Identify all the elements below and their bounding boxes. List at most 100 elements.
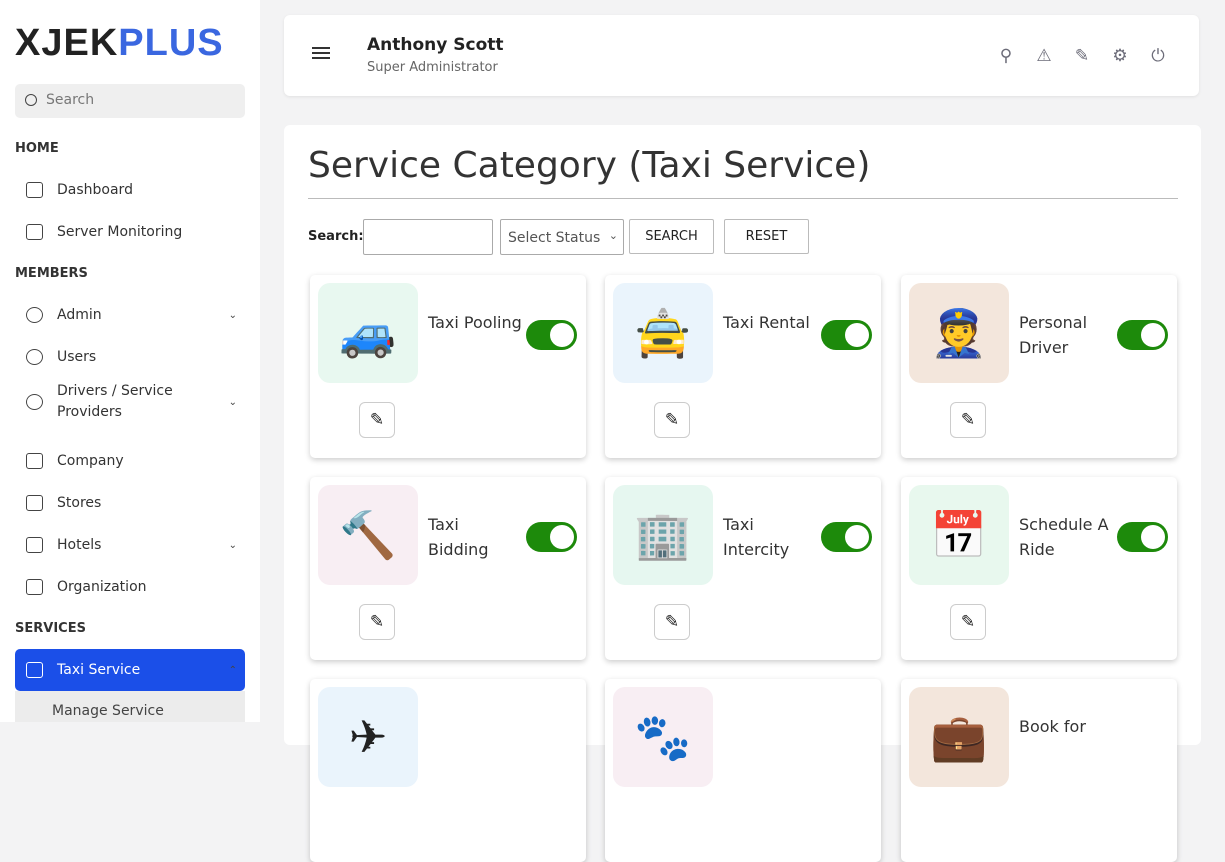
dashboard-icon <box>26 182 43 198</box>
label: Admin <box>57 307 102 323</box>
store-icon <box>26 495 43 511</box>
alert-icon[interactable]: ⚠ <box>1036 46 1052 66</box>
service-image: 🔨 <box>318 485 418 585</box>
section-services: SERVICES <box>15 621 86 636</box>
edit-icon[interactable]: ✎ <box>654 402 690 438</box>
hamburger-menu-icon[interactable] <box>312 52 330 54</box>
service-name: Taxi Pooling <box>428 313 522 332</box>
edit-icon[interactable]: ✎ <box>950 402 986 438</box>
reset-button[interactable]: RESET <box>724 219 809 254</box>
service-image: 🐾 <box>613 687 713 787</box>
sidebar-item-server-monitoring[interactable]: Server Monitoring <box>15 214 245 250</box>
service-image: 🚙 <box>318 283 418 383</box>
service-name: Taxi Intercity <box>723 515 790 559</box>
status-toggle[interactable] <box>526 522 577 552</box>
organization-icon <box>26 579 43 595</box>
chevron-down-icon: ⌄ <box>608 229 618 242</box>
chevron-down-icon: ⌄ <box>228 309 237 321</box>
sidebar-item-admin[interactable]: Admin ⌄ <box>15 297 245 333</box>
content-panel: Service Category (Taxi Service) Search: … <box>284 125 1201 862</box>
edit-icon[interactable]: ✎ <box>359 604 395 640</box>
status-select[interactable]: Select Status ⌄ <box>500 219 624 255</box>
service-name: Personal Driver <box>1019 313 1088 357</box>
status-toggle[interactable] <box>526 320 577 350</box>
service-image: 👮 <box>909 283 1009 383</box>
sidebar-item-dashboard[interactable]: Dashboard <box>15 172 245 208</box>
status-toggle[interactable] <box>821 522 872 552</box>
hotel-icon <box>26 537 43 553</box>
search-icon <box>25 94 37 106</box>
label: Dashboard <box>57 182 133 198</box>
user-role: Super Administrator <box>367 60 498 75</box>
search-button[interactable]: SEARCH <box>629 219 714 254</box>
gear-icon[interactable]: ⚙ <box>1112 46 1128 66</box>
label: Stores <box>57 495 102 511</box>
edit-icon[interactable]: ✎ <box>654 604 690 640</box>
label: Server Monitoring <box>57 224 183 240</box>
service-image: ✈ <box>318 687 418 787</box>
label: Users <box>57 349 97 365</box>
page-title: Service Category (Taxi Service) <box>308 145 871 186</box>
service-image: 🚖 <box>613 283 713 383</box>
sidebar-item-organization[interactable]: Organization <box>15 569 245 605</box>
label: Taxi Service <box>57 662 141 678</box>
driver-icon <box>26 394 43 410</box>
power-icon[interactable]: ⏻ <box>1151 46 1165 66</box>
sidebar-item-hotels[interactable]: Hotels ⌄ <box>15 527 245 563</box>
status-toggle[interactable] <box>1117 320 1168 350</box>
search-input[interactable] <box>363 219 493 255</box>
edit-note-icon[interactable]: ✎ <box>1074 46 1090 66</box>
label: Organization <box>57 579 147 595</box>
logo[interactable]: XJEKPLUS <box>15 22 224 65</box>
edit-icon[interactable]: ✎ <box>359 402 395 438</box>
users-icon <box>26 349 43 365</box>
service-name: Book for <box>1019 717 1086 736</box>
sidebar-item-users[interactable]: Users <box>15 339 245 375</box>
sidebar-search-input[interactable]: Search <box>15 84 245 118</box>
service-image: 💼 <box>909 687 1009 787</box>
company-icon <box>26 453 43 469</box>
logo-part2: PLUS <box>118 22 224 64</box>
sidebar-item-stores[interactable]: Stores <box>15 485 245 521</box>
service-card: 🚙 Taxi Pooling ✎ <box>310 275 586 458</box>
service-card: 🏢 Taxi Intercity ✎ <box>605 477 881 660</box>
status-toggle[interactable] <box>821 320 872 350</box>
sidebar: XJEKPLUS Search HOME Dashboard Server Mo… <box>0 0 260 722</box>
sidebar-item-taxi-service[interactable]: Taxi Service ⌃ <box>15 649 245 691</box>
service-card: 👮 Personal Driver ✎ <box>901 275 1177 458</box>
logo-part1: XJEK <box>15 22 119 64</box>
service-card: ✈ <box>310 679 586 862</box>
label: Company <box>57 453 124 469</box>
service-name: Taxi Rental <box>723 313 810 332</box>
divider <box>308 198 1178 199</box>
sidebar-item-company[interactable]: Company <box>15 443 245 479</box>
admin-icon <box>26 307 43 323</box>
service-name: Schedule A Ride <box>1019 515 1109 559</box>
service-card: 🚖 Taxi Rental ✎ <box>605 275 881 458</box>
section-home: HOME <box>15 141 59 156</box>
chevron-down-icon: ⌄ <box>228 539 237 551</box>
top-header: Anthony Scott Super Administrator ⚲ ⚠ ✎ … <box>284 15 1199 96</box>
user-name: Anthony Scott <box>367 35 504 55</box>
service-image: 🏢 <box>613 485 713 585</box>
search-placeholder: Search <box>46 92 95 108</box>
label: Drivers / Service Providers <box>57 383 173 420</box>
status-select-value: Select Status <box>508 230 601 246</box>
search-label: Search: <box>308 229 364 244</box>
service-card: 🔨 Taxi Bidding ✎ <box>310 477 586 660</box>
sidebar-item-drivers[interactable]: Drivers / Service Providers ⌄ <box>15 380 245 424</box>
taxi-icon <box>26 662 43 678</box>
user-icon[interactable]: ⚲ <box>999 46 1013 66</box>
sidebar-subitem-manage-service[interactable]: Manage Service <box>15 691 245 722</box>
monitor-icon <box>26 224 43 240</box>
section-members: MEMBERS <box>15 266 88 281</box>
service-name: Taxi Bidding <box>428 515 489 559</box>
edit-icon[interactable]: ✎ <box>950 604 986 640</box>
chevron-down-icon: ⌄ <box>228 396 237 408</box>
service-image: 📅 <box>909 485 1009 585</box>
status-toggle[interactable] <box>1117 522 1168 552</box>
service-card: 💼 Book for <box>901 679 1177 862</box>
chevron-up-icon: ⌃ <box>228 664 237 676</box>
label: Hotels <box>57 537 102 553</box>
service-card: 📅 Schedule A Ride ✎ <box>901 477 1177 660</box>
